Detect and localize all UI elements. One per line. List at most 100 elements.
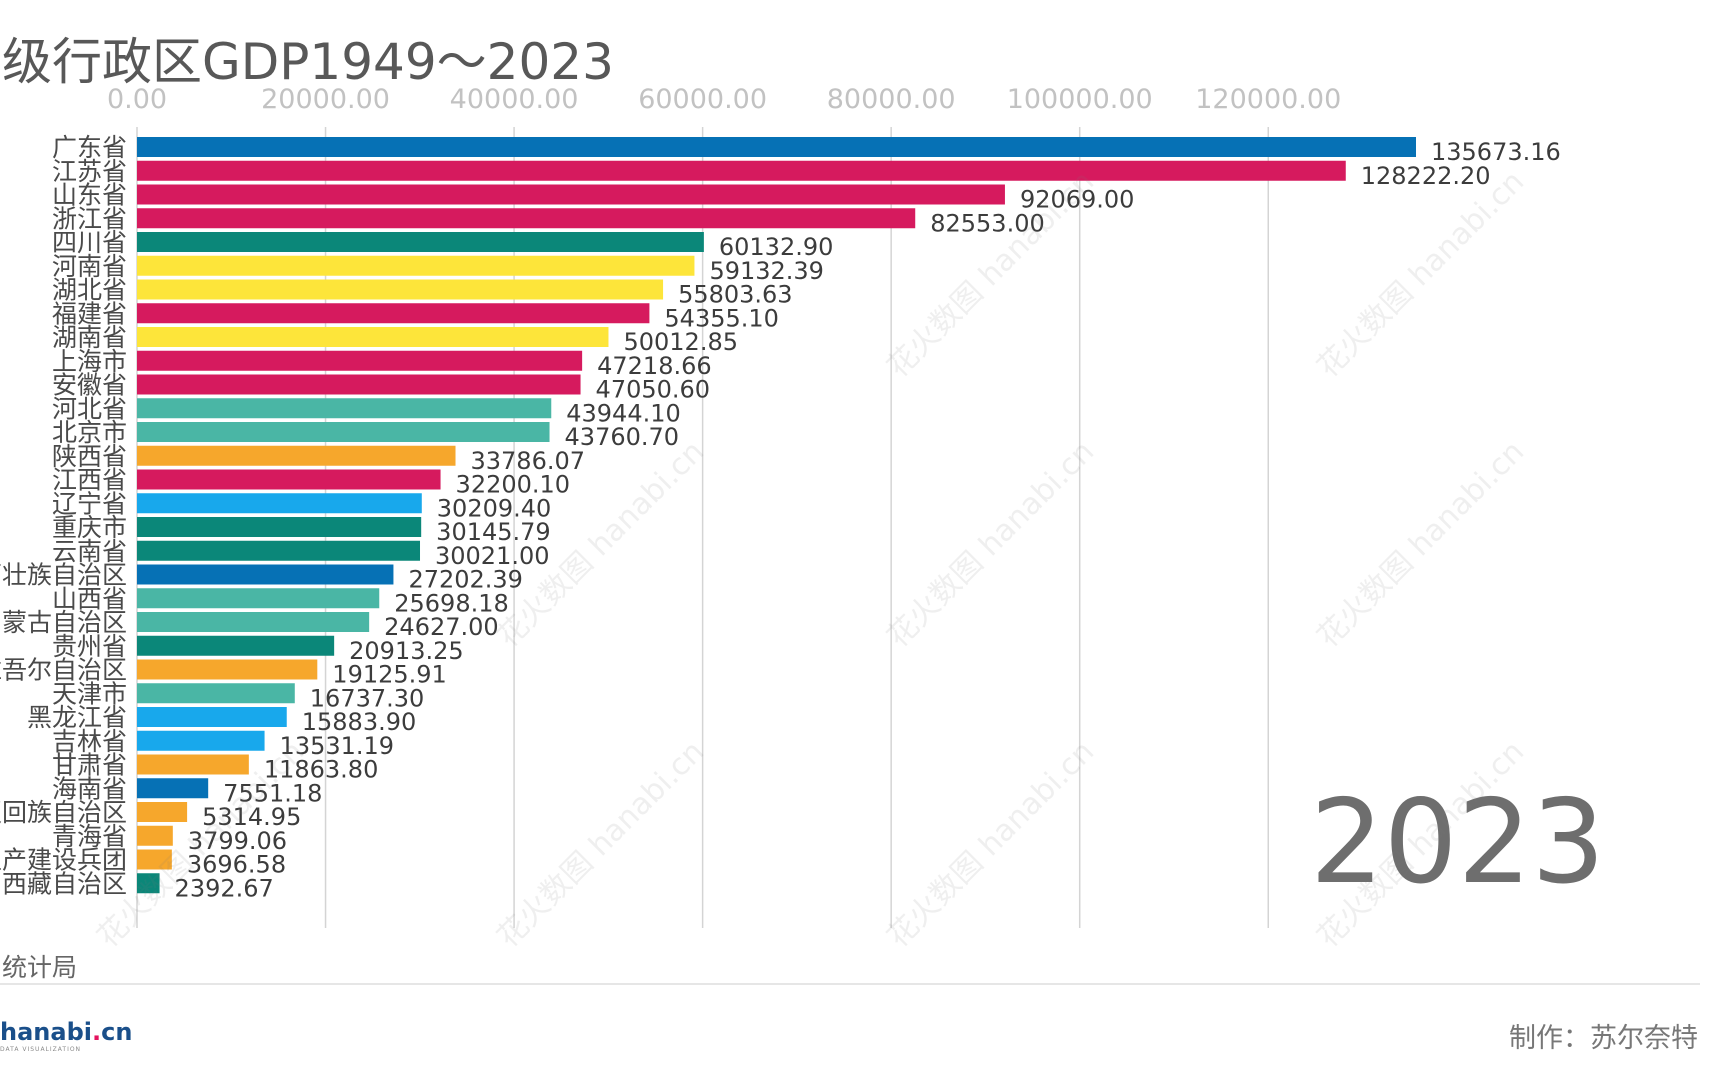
bar bbox=[137, 374, 581, 395]
value-label: 30145.79 bbox=[436, 518, 551, 546]
value-label: 60132.90 bbox=[719, 233, 834, 261]
category-label: 陕西省 bbox=[52, 442, 127, 471]
category-label: 黑龙江省 bbox=[27, 703, 127, 732]
x-tick-label: 60000.00 bbox=[638, 84, 767, 115]
bar bbox=[137, 208, 916, 229]
value-label: 82553.00 bbox=[930, 209, 1045, 237]
value-label: 32200.10 bbox=[456, 471, 571, 499]
bar bbox=[137, 184, 1005, 205]
bar bbox=[137, 707, 287, 727]
category-label: 宁夏回族自治区 bbox=[0, 798, 127, 827]
category-label: 云南省 bbox=[52, 537, 127, 566]
logo-subtitle: DATA VISUALIZATION bbox=[0, 1046, 82, 1053]
category-label: 山东省 bbox=[52, 181, 127, 210]
category-label: 新疆生产建设兵团 bbox=[0, 846, 127, 875]
chart-title: 级行政区GDP1949～2023 bbox=[2, 33, 614, 91]
value-label: 7551.18 bbox=[223, 779, 322, 807]
value-label: 43944.10 bbox=[566, 399, 681, 427]
category-label: 天津市 bbox=[52, 679, 127, 708]
value-label: 11863.80 bbox=[264, 756, 379, 784]
bar bbox=[137, 327, 609, 347]
category-label: 甘肃省 bbox=[52, 751, 127, 780]
category-label: 青海省 bbox=[52, 822, 127, 851]
x-tick-label: 20000.00 bbox=[261, 84, 390, 115]
category-label: 贵州省 bbox=[52, 632, 127, 661]
category-label: 福建省 bbox=[52, 299, 127, 328]
value-label: 43760.70 bbox=[565, 423, 680, 451]
value-label: 47218.66 bbox=[597, 352, 712, 380]
value-label: 15883.90 bbox=[302, 708, 417, 736]
value-label: 13531.19 bbox=[280, 732, 395, 760]
bar bbox=[137, 232, 704, 252]
value-label: 30209.40 bbox=[437, 494, 552, 522]
bar bbox=[137, 540, 421, 561]
logo-tail: cn bbox=[101, 1018, 133, 1046]
year-label: 2023 bbox=[1310, 775, 1606, 910]
bar bbox=[137, 279, 664, 300]
hanabi-logo[interactable]: hanabi.cn bbox=[0, 1018, 132, 1046]
bar bbox=[137, 825, 173, 846]
logo-main: hanabi bbox=[0, 1018, 92, 1046]
value-label: 25698.18 bbox=[394, 589, 509, 617]
category-label: 上海市 bbox=[52, 347, 127, 376]
category-label: 新疆维吾尔自治区 bbox=[0, 656, 127, 685]
value-label: 16737.30 bbox=[310, 684, 425, 712]
category-label: 江苏省 bbox=[52, 157, 127, 186]
category-label: 山西省 bbox=[52, 584, 127, 613]
bar bbox=[137, 659, 318, 680]
category-label: 北京市 bbox=[52, 418, 127, 447]
value-label: 5314.95 bbox=[202, 803, 301, 831]
category-label: 江西省 bbox=[52, 466, 127, 495]
value-label: 128222.20 bbox=[1361, 162, 1491, 190]
bar bbox=[137, 398, 552, 419]
x-tick-label: 0.00 bbox=[107, 84, 167, 115]
category-label: 湖南省 bbox=[52, 323, 127, 352]
value-label: 92069.00 bbox=[1020, 186, 1135, 214]
bar bbox=[137, 730, 265, 751]
value-label: 47050.60 bbox=[596, 376, 711, 404]
bar bbox=[137, 564, 394, 585]
x-tick-label: 40000.00 bbox=[450, 84, 579, 115]
category-label: 广东省 bbox=[52, 133, 127, 162]
value-label: 135673.16 bbox=[1431, 138, 1561, 166]
bar bbox=[137, 137, 1416, 157]
value-label: 3799.06 bbox=[188, 827, 287, 855]
category-label: 辽宁省 bbox=[52, 489, 127, 518]
category-label: 河南省 bbox=[52, 252, 127, 281]
value-label: 19125.91 bbox=[332, 661, 447, 689]
category-label: 安徽省 bbox=[52, 371, 127, 400]
bar bbox=[137, 160, 1346, 181]
bar bbox=[137, 778, 209, 799]
value-label: 59132.39 bbox=[709, 257, 824, 285]
value-label: 50012.85 bbox=[623, 328, 738, 356]
category-label: 吉林省 bbox=[52, 727, 127, 756]
category-label: 四川省 bbox=[52, 228, 127, 257]
bar bbox=[137, 588, 380, 609]
category-label: 浙江省 bbox=[52, 204, 127, 233]
value-label: 55803.63 bbox=[678, 281, 793, 309]
value-label: 2392.67 bbox=[175, 874, 274, 902]
x-tick-label: 80000.00 bbox=[827, 84, 956, 115]
category-label: 内蒙古自治区 bbox=[0, 608, 127, 637]
category-label: 湖北省 bbox=[52, 276, 127, 305]
category-label: 海南省 bbox=[52, 774, 127, 803]
bar bbox=[137, 635, 335, 656]
footer-divider bbox=[0, 983, 1700, 985]
logo-dot: . bbox=[91, 1018, 102, 1046]
category-label: 西藏自治区 bbox=[2, 869, 127, 898]
value-label: 27202.39 bbox=[408, 566, 523, 594]
category-label: 广西壮族自治区 bbox=[0, 561, 127, 590]
bar bbox=[137, 873, 160, 894]
bar bbox=[137, 303, 650, 324]
category-label: 重庆市 bbox=[52, 513, 127, 542]
value-label: 33786.07 bbox=[471, 447, 586, 475]
bar bbox=[137, 612, 370, 632]
x-tick-label: 100000.00 bbox=[1007, 84, 1153, 115]
author-credit: 制作：苏尔奈特 bbox=[1509, 1023, 1698, 1054]
category-label: 河北省 bbox=[52, 394, 127, 423]
bar bbox=[137, 849, 172, 870]
value-label: 3696.58 bbox=[187, 851, 286, 879]
source-note: 统计局 bbox=[2, 953, 78, 982]
bar bbox=[137, 255, 695, 276]
bar-chart: 0.00 20000.00 40000.00 60000.00 80000.00 1000… bbox=[0, 84, 1561, 928]
